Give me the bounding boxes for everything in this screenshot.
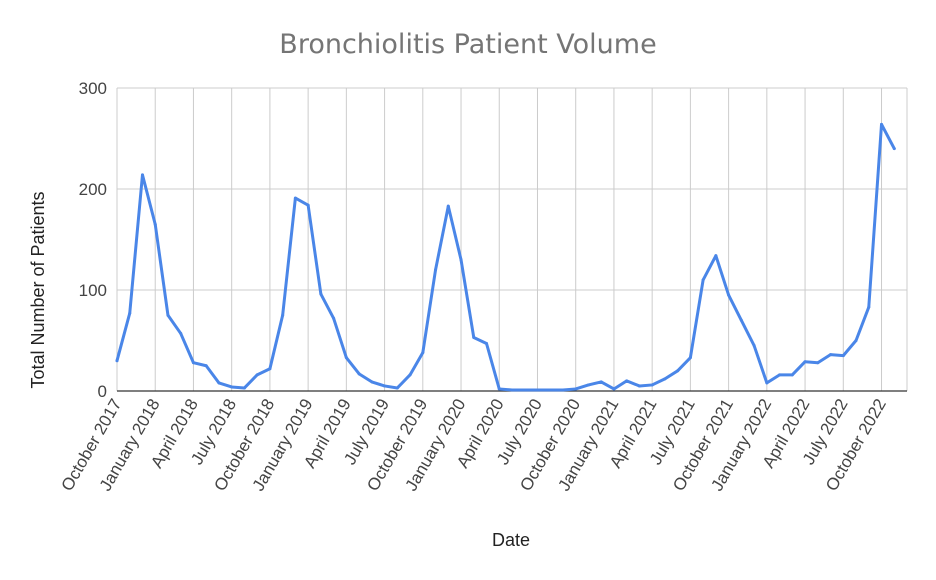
y-tick-label: 300 xyxy=(79,79,107,98)
data-point xyxy=(485,342,489,346)
data-point xyxy=(434,268,438,272)
data-point xyxy=(599,380,603,384)
data-point xyxy=(255,373,259,377)
data-point xyxy=(408,373,412,377)
data-point xyxy=(459,258,463,262)
data-point xyxy=(701,278,705,282)
data-point xyxy=(790,373,794,377)
data-point xyxy=(191,361,195,365)
data-point xyxy=(612,387,616,391)
data-point xyxy=(204,364,208,368)
data-point xyxy=(714,254,718,258)
data-point xyxy=(242,386,246,390)
y-axis-title: Total Number of Patients xyxy=(28,191,48,388)
data-point xyxy=(637,384,641,388)
data-point xyxy=(179,331,183,335)
data-point xyxy=(153,222,157,226)
data-point xyxy=(727,293,731,297)
data-point xyxy=(752,344,756,348)
data-point xyxy=(561,388,565,392)
x-axis-title: Date xyxy=(492,530,530,550)
data-point xyxy=(281,313,285,317)
data-point xyxy=(816,361,820,365)
data-point xyxy=(446,204,450,208)
data-point xyxy=(892,147,896,151)
data-point xyxy=(268,367,272,371)
data-point xyxy=(548,388,552,392)
data-point xyxy=(472,335,476,339)
data-point xyxy=(829,353,833,357)
data-point xyxy=(688,356,692,360)
data-point xyxy=(115,359,119,363)
data-point xyxy=(166,313,170,317)
data-point xyxy=(140,173,144,177)
series-layer xyxy=(115,122,896,392)
data-point xyxy=(497,387,501,391)
data-point xyxy=(765,381,769,385)
data-point xyxy=(586,383,590,387)
data-point xyxy=(535,388,539,392)
y-tick-label: 100 xyxy=(79,281,107,300)
y-tick-label: 200 xyxy=(79,180,107,199)
data-point xyxy=(319,292,323,296)
data-point xyxy=(841,354,845,358)
grid xyxy=(116,87,908,392)
data-point xyxy=(395,386,399,390)
data-point xyxy=(421,351,425,355)
data-point xyxy=(854,339,858,342)
data-point xyxy=(332,316,336,320)
data-point xyxy=(778,373,782,377)
data-point xyxy=(357,372,361,376)
y-tick-label: 0 xyxy=(98,382,107,401)
data-point xyxy=(650,383,654,387)
data-point xyxy=(803,360,807,364)
data-point xyxy=(523,388,527,392)
data-point xyxy=(293,196,297,200)
series-line xyxy=(115,122,896,392)
data-point xyxy=(230,385,234,389)
data-point xyxy=(383,384,387,388)
data-point xyxy=(217,381,221,385)
data-point xyxy=(370,380,374,384)
data-point xyxy=(676,369,680,373)
data-point xyxy=(625,379,629,383)
data-point xyxy=(306,203,310,207)
y-axis-ticks: 0 100 200 300 xyxy=(79,79,107,401)
data-point xyxy=(867,305,871,309)
chart-title: Bronchiolitis Patient Volume xyxy=(279,29,656,60)
data-point xyxy=(574,387,578,391)
data-point xyxy=(344,356,348,360)
data-point xyxy=(739,318,743,322)
data-point xyxy=(880,122,884,126)
data-point xyxy=(510,388,514,392)
data-point xyxy=(663,377,667,381)
data-point xyxy=(128,311,132,315)
